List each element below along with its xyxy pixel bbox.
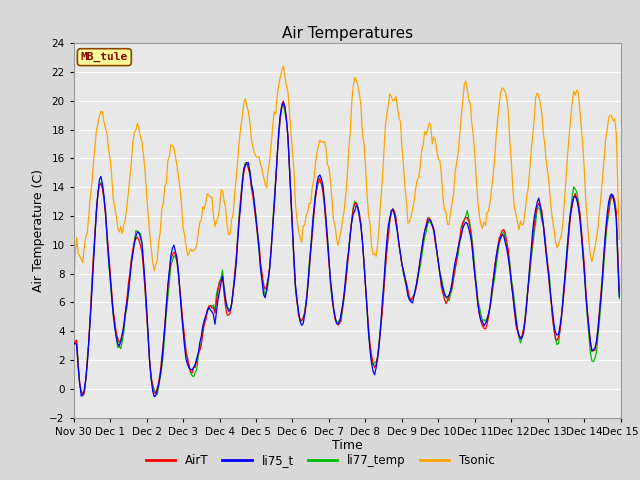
Legend: AirT, li75_t, li77_temp, Tsonic: AirT, li75_t, li77_temp, Tsonic bbox=[141, 449, 499, 472]
X-axis label: Time: Time bbox=[332, 439, 363, 453]
Text: MB_tule: MB_tule bbox=[81, 52, 128, 62]
Y-axis label: Air Temperature (C): Air Temperature (C) bbox=[32, 169, 45, 292]
Title: Air Temperatures: Air Temperatures bbox=[282, 25, 413, 41]
